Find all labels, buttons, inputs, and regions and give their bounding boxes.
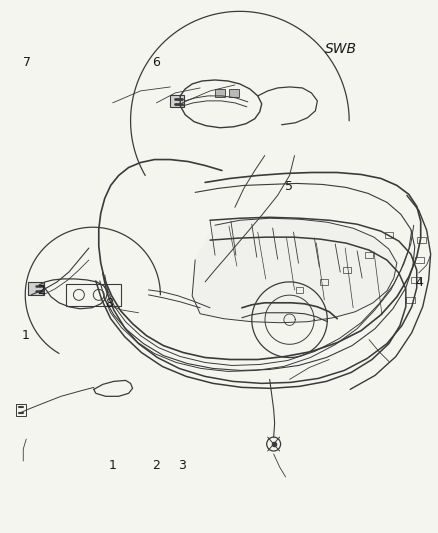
Bar bbox=[296, 287, 304, 293]
Text: 5: 5 bbox=[285, 181, 293, 193]
Bar bbox=[417, 237, 426, 243]
Bar bbox=[406, 297, 415, 303]
Text: 3: 3 bbox=[178, 459, 186, 472]
Text: 1: 1 bbox=[109, 459, 117, 472]
Bar bbox=[411, 277, 420, 283]
Bar bbox=[343, 267, 351, 273]
Bar bbox=[415, 257, 424, 263]
Text: 4: 4 bbox=[415, 276, 423, 289]
Text: SWB: SWB bbox=[325, 42, 357, 56]
Bar bbox=[66, 284, 120, 306]
Text: 1: 1 bbox=[21, 329, 29, 342]
Bar bbox=[365, 252, 373, 258]
Bar bbox=[16, 404, 26, 416]
Bar bbox=[170, 95, 184, 107]
Bar bbox=[28, 282, 44, 295]
Bar bbox=[320, 279, 328, 285]
Bar bbox=[229, 89, 239, 97]
Text: 7: 7 bbox=[23, 56, 31, 69]
Text: 8: 8 bbox=[105, 297, 113, 310]
Text: 2: 2 bbox=[152, 459, 160, 472]
Bar bbox=[215, 89, 225, 97]
Text: 6: 6 bbox=[152, 56, 160, 69]
Text: 2: 2 bbox=[38, 284, 46, 297]
Bar bbox=[385, 232, 393, 238]
Polygon shape bbox=[192, 218, 397, 322]
